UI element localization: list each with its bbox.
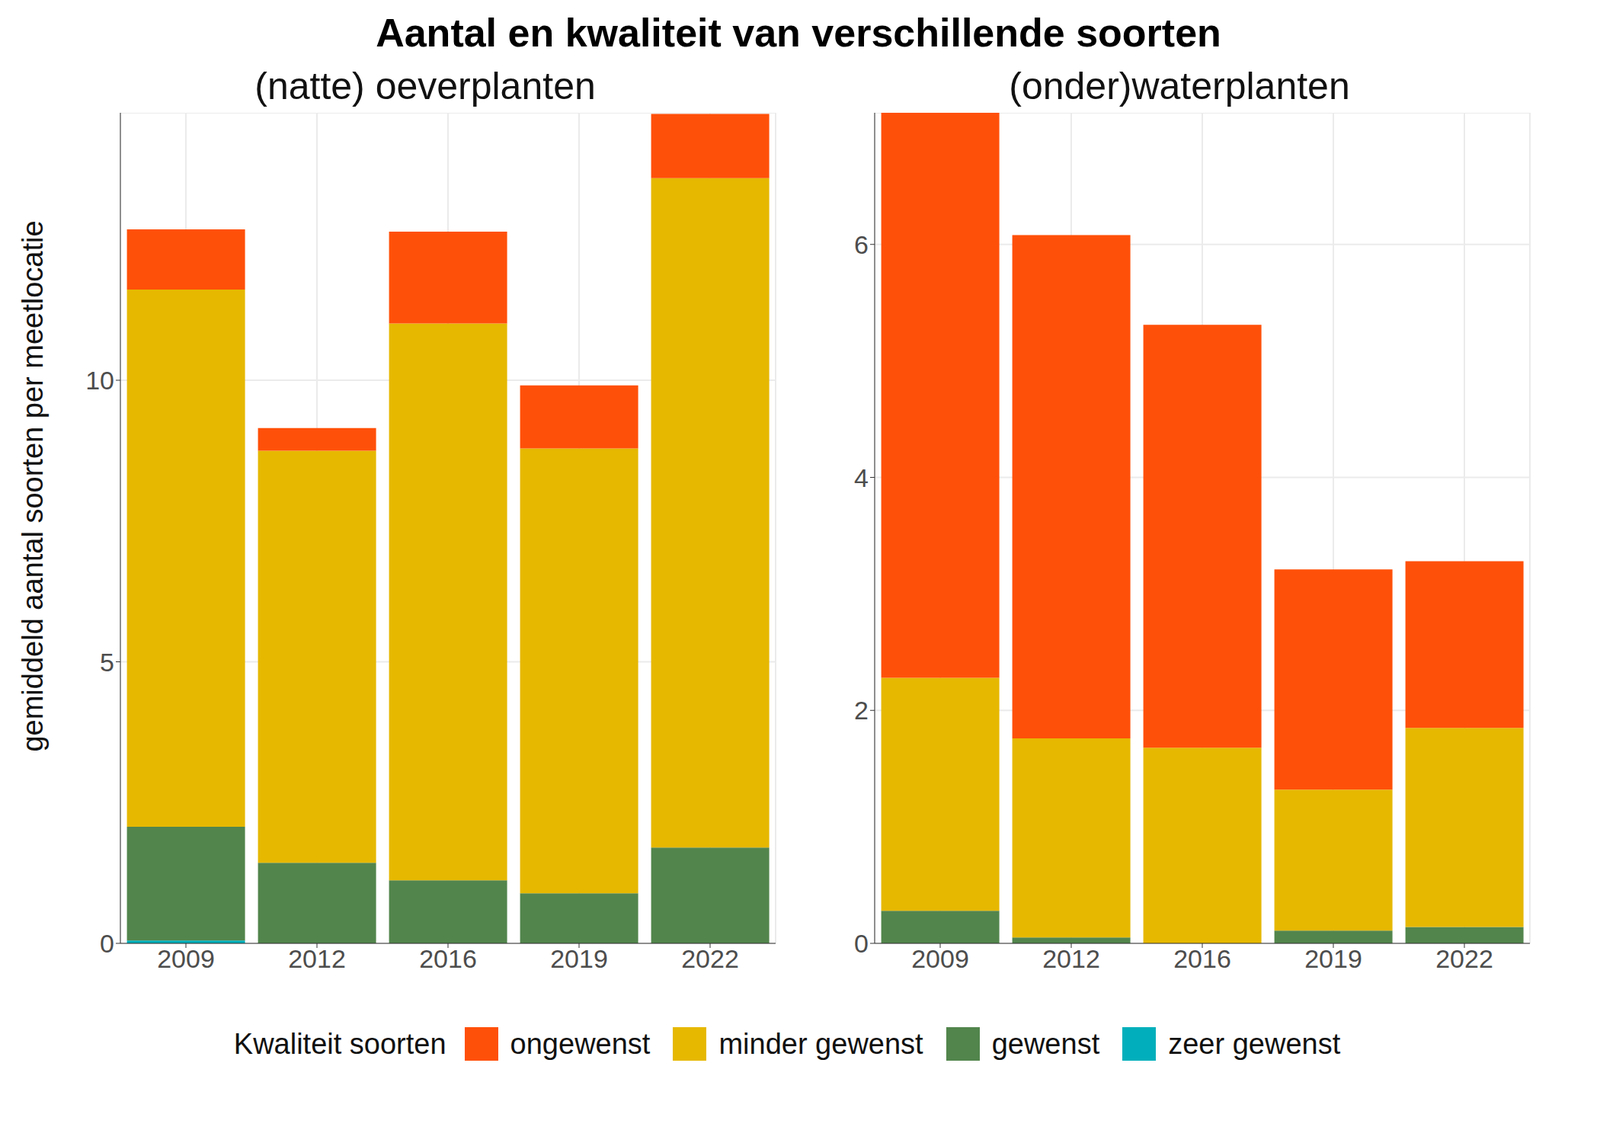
svg-text:2009: 2009 (911, 944, 970, 973)
svg-text:2016: 2016 (419, 944, 477, 973)
html-text:(onder)waterplanten: (onder)waterplanten (1008, 64, 1350, 108)
svg-text:2012: 2012 (1042, 944, 1101, 973)
svg-text:0: 0 (99, 928, 115, 958)
svg-text:2: 2 (854, 695, 869, 725)
svg-text:4: 4 (854, 463, 869, 493)
svg-text:2019: 2019 (550, 944, 608, 973)
html-text:zeer gewenst: zeer gewenst (1168, 1027, 1341, 1060)
svg-text:2012: 2012 (288, 944, 346, 973)
svg-text:2022: 2022 (1435, 944, 1494, 973)
svg-text:2022: 2022 (681, 944, 740, 973)
svg-text:5: 5 (99, 647, 115, 677)
html-text:(natte) oeverplanten: (natte) oeverplanten (254, 64, 596, 108)
svg-text:0: 0 (854, 928, 869, 958)
html-text:gemiddeld aantal soorten per m: gemiddeld aantal soorten per meetlocatie (16, 220, 49, 752)
svg-text:6: 6 (854, 230, 869, 260)
html-text:ongewenst: ongewenst (510, 1027, 651, 1060)
svg-text:2009: 2009 (156, 944, 215, 973)
html-text:gewenst: gewenst (991, 1027, 1100, 1060)
html-text:Kwaliteit soorten: Kwaliteit soorten (233, 1027, 447, 1060)
svg-text:2016: 2016 (1173, 944, 1232, 973)
html-text:minder gewenst: minder gewenst (718, 1027, 924, 1060)
html-text:Aantal en kwaliteit van versch: Aantal en kwaliteit van verschillende so… (375, 10, 1222, 55)
svg-text:10: 10 (85, 365, 115, 395)
svg-text:2019: 2019 (1304, 944, 1363, 973)
